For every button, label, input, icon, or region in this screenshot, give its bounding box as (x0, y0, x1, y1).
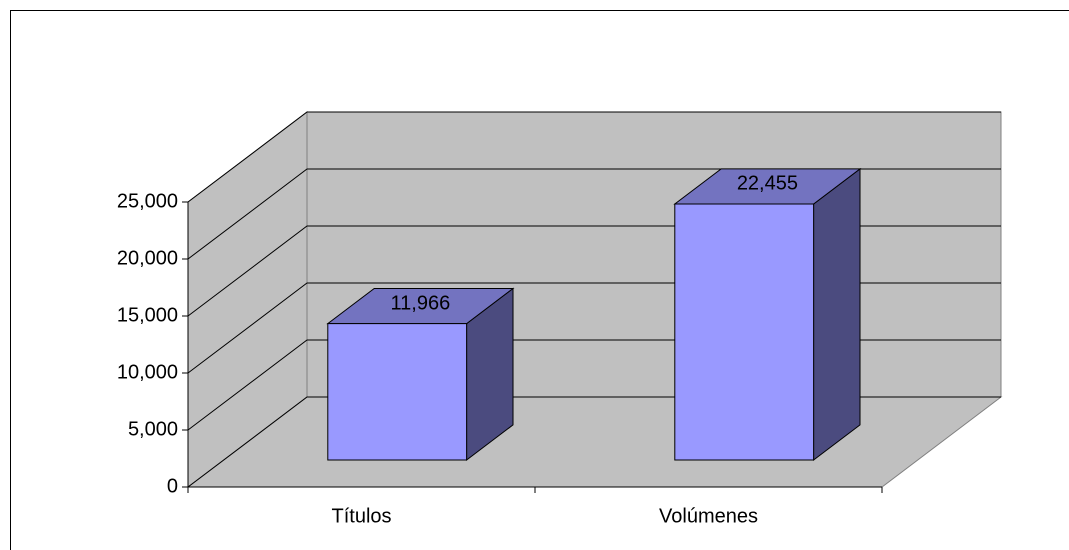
x-tick-label: Volúmenes (659, 505, 758, 527)
bar (327, 323, 468, 461)
y-tick-label: 10,000 (117, 361, 178, 383)
y-tick-label: 5,000 (128, 418, 178, 440)
bar-side (813, 167, 861, 462)
y-tick-label: 0 (167, 475, 178, 497)
bar (674, 203, 815, 461)
value-label: 11,966 (391, 292, 451, 314)
y-tick-label: 15,000 (117, 304, 178, 326)
y-tick-label: 25,000 (117, 190, 178, 212)
value-label: 22,455 (737, 173, 798, 195)
x-tick-label: Títulos (331, 505, 391, 527)
grid-line (187, 111, 1001, 203)
y-tick-label: 20,000 (117, 247, 178, 269)
floor (186, 396, 1003, 488)
